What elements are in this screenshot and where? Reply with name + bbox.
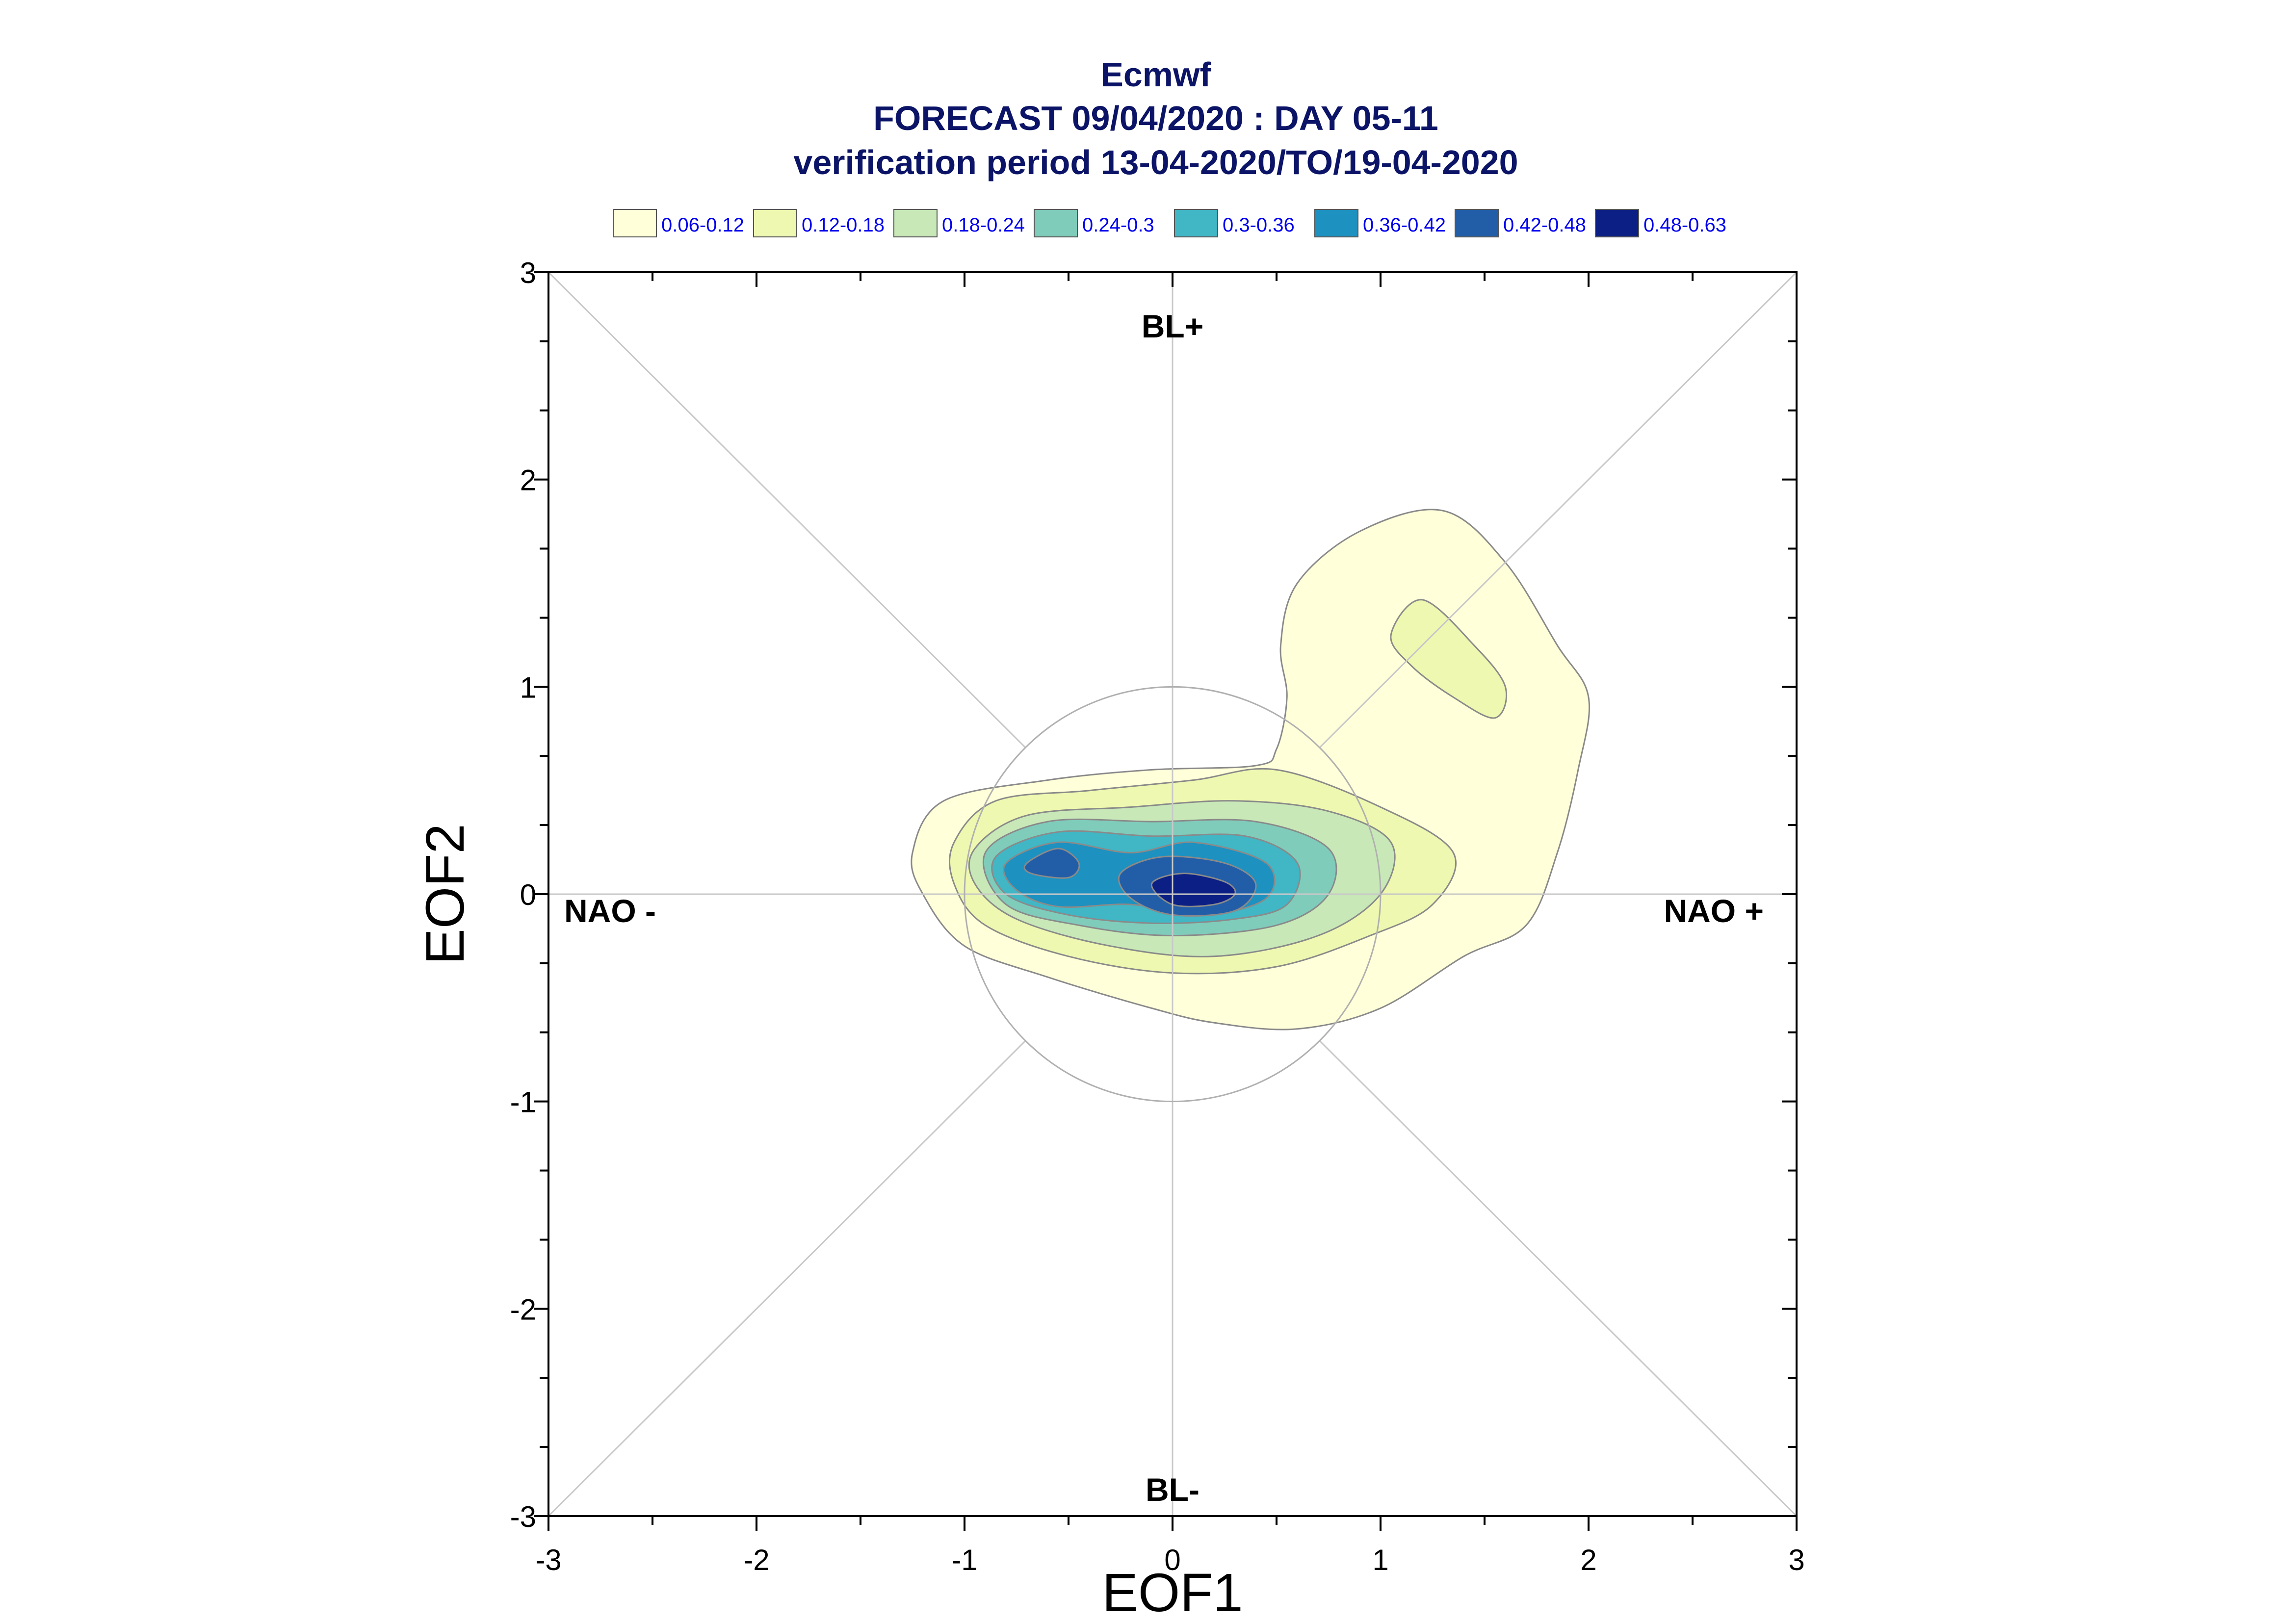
y-tick-label: -3 <box>510 1500 536 1533</box>
legend-swatch <box>1174 209 1218 237</box>
diagonal-line <box>548 271 1026 748</box>
density-contour <box>1023 848 1080 879</box>
legend-swatch <box>1034 209 1078 237</box>
x-tick-label: 0 <box>1164 1544 1180 1576</box>
legend-label: 0.12-0.18 <box>802 214 885 236</box>
legend-swatch <box>753 209 797 237</box>
legend-label: 0.42-0.48 <box>1503 214 1586 236</box>
legend-label: 0.36-0.42 <box>1363 214 1446 236</box>
legend-swatch <box>1595 209 1639 237</box>
plot-area: -3 -2 -1 0 1 2 3 3 2 1 0 -1 -2 -3 <box>510 257 1805 1576</box>
x-tick-label: -1 <box>951 1544 977 1576</box>
x-tick-label: -3 <box>535 1544 561 1576</box>
diagonal-line <box>1319 271 1798 748</box>
legend-label: 0.06-0.12 <box>661 214 744 236</box>
legend-label: 0.48-0.63 <box>1643 214 1726 236</box>
diagonal-line <box>548 1040 1026 1517</box>
y-tick-label: 2 <box>520 464 536 497</box>
chart-title: Ecmwf <box>1100 55 1211 94</box>
legend: 0.06-0.12 0.12-0.18 0.18-0.24 0.24-0.3 0.3-0… <box>613 209 1726 237</box>
unit-circle <box>964 686 1382 1103</box>
x-tick-label: -2 <box>743 1544 769 1576</box>
y-tick-label: 1 <box>520 671 536 704</box>
regime-label-nao-plus: NAO + <box>1664 893 1764 929</box>
legend-label: 0.18-0.24 <box>942 214 1025 236</box>
legend-swatch <box>1455 209 1499 237</box>
legend-label: 0.24-0.3 <box>1082 214 1154 236</box>
density-contour <box>1390 599 1508 719</box>
legend-swatch <box>613 209 657 237</box>
x-axis-title: EOF1 <box>1102 1563 1243 1623</box>
axis-ticks: -3 -2 -1 0 1 2 3 3 2 1 0 -1 -2 -3 <box>510 257 1805 1576</box>
regime-label-nao-minus: NAO - <box>564 893 656 929</box>
y-tick-label: 0 <box>520 878 536 911</box>
x-tick-label: 3 <box>1788 1544 1804 1576</box>
y-tick-label: -2 <box>510 1293 536 1326</box>
regime-label-bl-minus: BL- <box>1146 1471 1200 1508</box>
y-tick-label: -1 <box>510 1086 536 1119</box>
legend-swatch <box>1314 209 1358 237</box>
density-layers <box>911 509 1591 1031</box>
legend-label: 0.3-0.36 <box>1223 214 1295 236</box>
x-tick-label: 2 <box>1580 1544 1596 1576</box>
chart-subtitle-line-1: FORECAST 09/04/2020 : DAY 05-11 <box>873 99 1438 137</box>
reference-lines <box>548 271 1798 1517</box>
legend-swatch <box>893 209 938 237</box>
diagonal-line <box>1319 1040 1798 1517</box>
x-tick-label: 1 <box>1372 1544 1388 1576</box>
regime-label-bl-plus: BL+ <box>1142 308 1204 344</box>
y-axis-title: EOF2 <box>415 824 475 964</box>
y-tick-label: 3 <box>520 257 536 289</box>
chart-subtitle-line-2: verification period 13-04-2020/TO/19-04-… <box>793 143 1518 181</box>
